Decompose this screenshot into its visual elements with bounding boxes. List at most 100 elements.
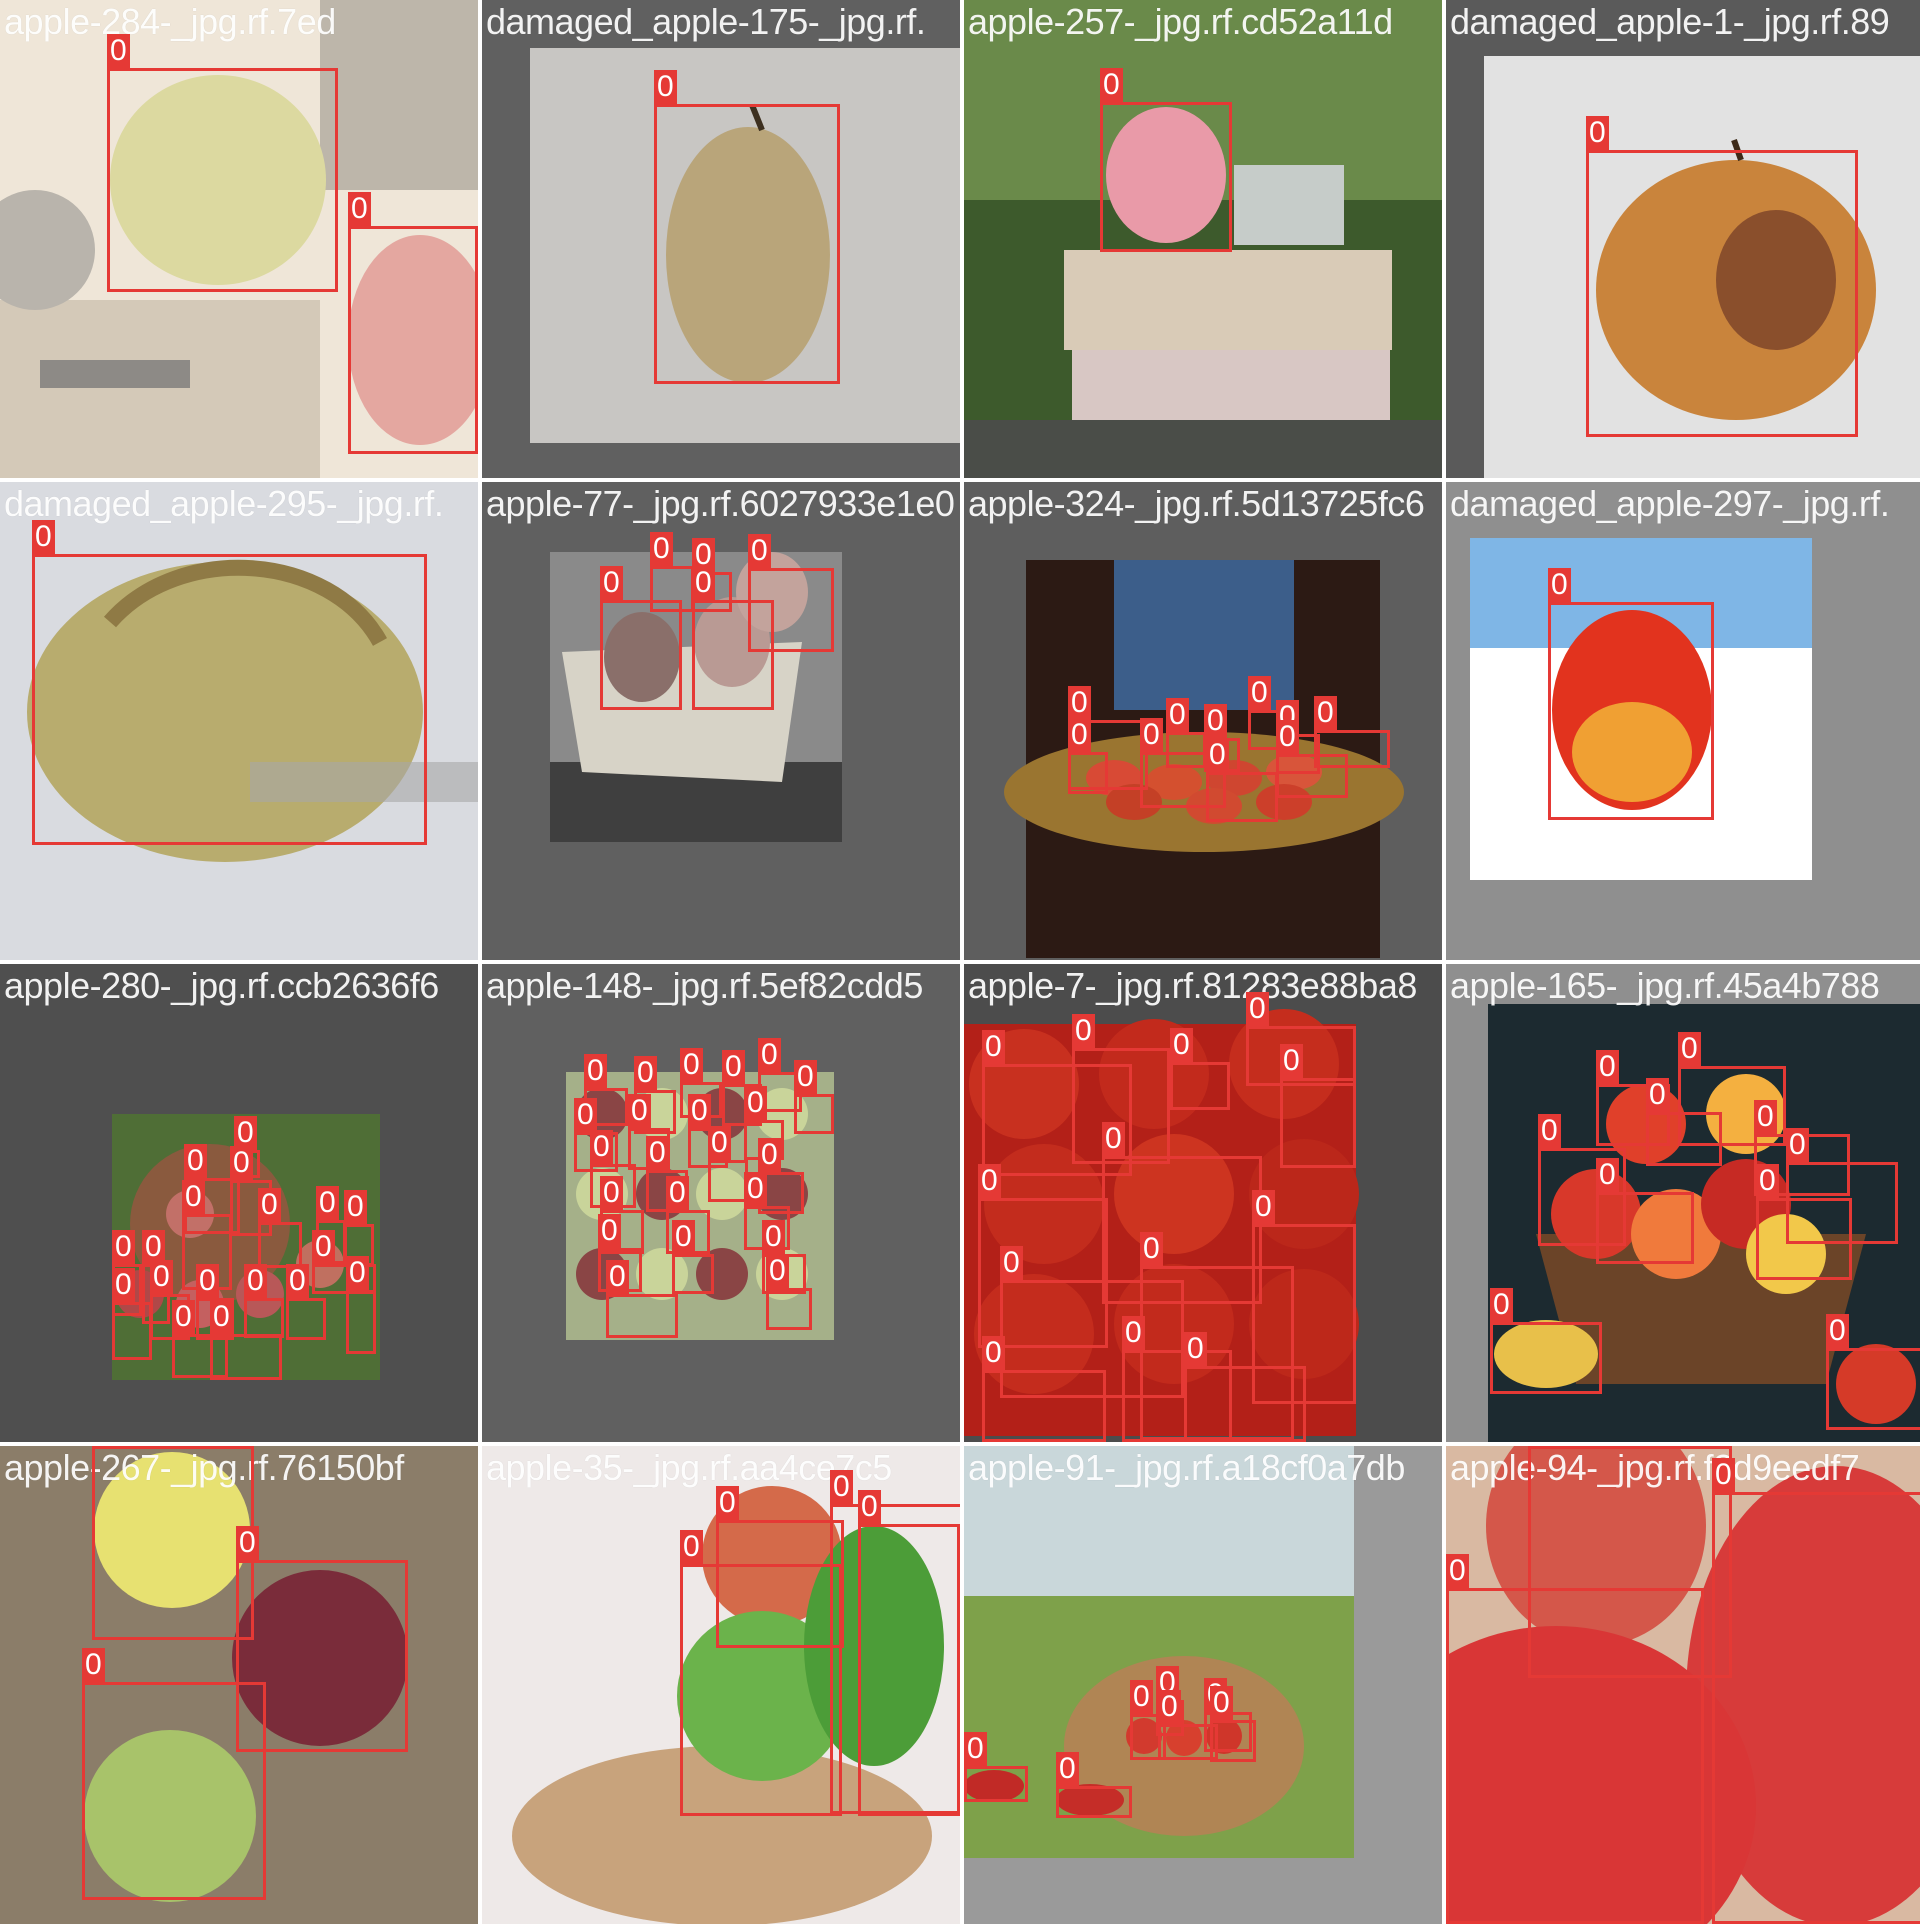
class-label: 0 xyxy=(1122,1316,1145,1350)
class-label: 0 xyxy=(1586,116,1609,150)
tile-image: apple-324-_jpg.rf.5d13725fc6 0 0 0 0 0 0… xyxy=(964,482,1442,960)
class-label: 0 xyxy=(692,538,715,572)
class-label: 0 xyxy=(688,1094,711,1128)
image-filename: damaged_apple-295-_jpg.rf. xyxy=(4,483,444,524)
class-label: 0 xyxy=(600,1176,623,1210)
tile-photo xyxy=(0,0,478,478)
detection-box: 0 xyxy=(982,1336,1106,1442)
tile-image: apple-267-_jpg.rf.76150bf 0 0 0 xyxy=(0,1446,478,1924)
class-label: 0 xyxy=(680,1048,703,1082)
detection-box: 0 xyxy=(1646,1078,1722,1166)
detection-box: 0 xyxy=(1248,676,1286,750)
tile-image: apple-94-_jpg.rf.f2d9eedf7 0 0 0 xyxy=(1446,1446,1920,1924)
detection-box: 0 xyxy=(286,1264,326,1340)
class-label: 0 xyxy=(646,1136,669,1170)
class-label: 0 xyxy=(598,1214,621,1248)
class-label: 0 xyxy=(107,34,130,68)
class-label: 0 xyxy=(1246,992,1269,1026)
detection-box: 0 xyxy=(1596,1050,1670,1146)
class-label: 0 xyxy=(744,1086,767,1120)
detection-box: 0 xyxy=(830,1470,960,1814)
detection-box: 0 xyxy=(766,1254,812,1330)
tile-photo xyxy=(482,0,960,478)
detection-box: 0 xyxy=(606,1260,678,1338)
class-label: 0 xyxy=(344,1190,367,1224)
class-label: 0 xyxy=(1170,1028,1193,1062)
class-label: 0 xyxy=(628,1094,651,1128)
detection-box: 0 xyxy=(1446,1554,1704,1924)
class-label: 0 xyxy=(1210,1686,1233,1720)
detection-box: 0 xyxy=(1586,116,1858,437)
class-label: 0 xyxy=(1248,676,1271,710)
class-label: 0 xyxy=(1712,1458,1735,1492)
detection-box: 0 xyxy=(1184,1332,1306,1442)
class-label: 0 xyxy=(1596,1158,1619,1192)
class-label: 0 xyxy=(150,1260,173,1294)
detection-box: 0 xyxy=(1712,1458,1920,1924)
detection-box: 0 xyxy=(1130,1680,1166,1760)
class-label: 0 xyxy=(708,1126,731,1160)
image-filename: apple-324-_jpg.rf.5d13725fc6 xyxy=(968,483,1425,524)
detection-box: 0 xyxy=(1056,1752,1132,1818)
detection-box: 0 xyxy=(1678,1032,1786,1146)
tile-photo xyxy=(964,1446,1442,1924)
class-label: 0 xyxy=(32,520,55,554)
tile-photo xyxy=(964,0,1442,478)
detection-box: 0 xyxy=(1100,68,1232,252)
class-label: 0 xyxy=(1140,718,1163,752)
class-label: 0 xyxy=(1490,1288,1513,1322)
image-filename: apple-148-_jpg.rf.5ef82cdd5 xyxy=(486,965,923,1006)
class-label: 0 xyxy=(1826,1314,1849,1348)
class-label: 0 xyxy=(1538,1114,1561,1148)
detection-box: 0 xyxy=(1140,1232,1294,1440)
detection-box: 0 xyxy=(1140,718,1226,808)
detection-box: 0 xyxy=(1548,568,1714,820)
class-label: 0 xyxy=(672,1220,695,1254)
detection-box: 0 xyxy=(964,1732,1028,1802)
tile-image: apple-35-_jpg.rf.aa4ce7c5 0 0 0 0 xyxy=(482,1446,960,1924)
class-label: 0 xyxy=(692,566,715,600)
tile-image: apple-280-_jpg.rf.ccb2636f6 0 0 0 0 0 0 … xyxy=(0,964,478,1442)
class-label: 0 xyxy=(744,1172,767,1206)
class-label: 0 xyxy=(258,1188,281,1222)
class-label: 0 xyxy=(210,1300,233,1334)
tile-photo xyxy=(964,482,1442,960)
class-label: 0 xyxy=(1166,698,1189,732)
image-filename: apple-165-_jpg.rf.45a4b788 xyxy=(1450,965,1880,1006)
tile-image: damaged_apple-1-_jpg.rf.89 0 xyxy=(1446,0,1920,478)
detection-box: 0 xyxy=(236,1526,408,1752)
detection-box: 0 xyxy=(744,1086,784,1160)
image-filename: damaged_apple-1-_jpg.rf.89 xyxy=(1450,1,1890,42)
detection-box: 0 xyxy=(1068,718,1108,794)
class-label: 0 xyxy=(964,1732,987,1766)
class-label: 0 xyxy=(650,532,673,566)
class-label: 0 xyxy=(1678,1032,1701,1066)
image-filename: apple-284-_jpg.rf.7ed xyxy=(4,1,336,42)
class-label: 0 xyxy=(82,1648,105,1682)
detection-box: 0 xyxy=(708,1126,748,1202)
tile-image: apple-284-_jpg.rf.7ed 0 0 xyxy=(0,0,478,478)
class-label: 0 xyxy=(1646,1078,1669,1112)
class-label: 0 xyxy=(758,1038,781,1072)
class-label: 0 xyxy=(1548,568,1571,602)
class-label: 0 xyxy=(1446,1554,1469,1588)
tile-image: damaged_apple-295-_jpg.rf. 0 xyxy=(0,482,478,960)
class-label: 0 xyxy=(172,1300,195,1334)
detection-box: 0 xyxy=(1538,1114,1626,1246)
image-filename: damaged_apple-175-_jpg.rf. xyxy=(486,1,926,42)
class-label: 0 xyxy=(606,1260,629,1294)
detection-box: 0 xyxy=(748,534,834,652)
class-label: 0 xyxy=(600,566,623,600)
class-label: 0 xyxy=(1068,718,1091,752)
tile-image: apple-77-_jpg.rf.6027933e1e0 0 0 0 0 0 xyxy=(482,482,960,960)
image-filename: damaged_apple-297-_jpg.rf. xyxy=(1450,483,1890,524)
detection-box: 0 xyxy=(82,1648,266,1900)
class-label: 0 xyxy=(316,1186,339,1220)
class-label: 0 xyxy=(1754,1100,1777,1134)
class-label: 0 xyxy=(236,1526,259,1560)
class-label: 0 xyxy=(666,1176,689,1210)
tile-image: apple-148-_jpg.rf.5ef82cdd5 0 0 0 0 0 0 … xyxy=(482,964,960,1442)
detection-box: 0 xyxy=(858,1490,960,1816)
image-filename: apple-91-_jpg.rf.a18cf0a7db xyxy=(968,1447,1405,1488)
detection-box: 0 xyxy=(312,1230,376,1294)
